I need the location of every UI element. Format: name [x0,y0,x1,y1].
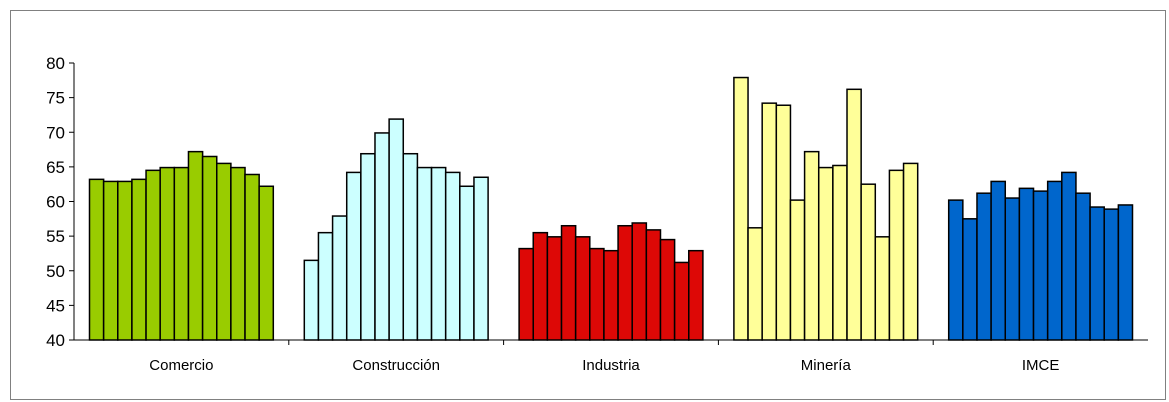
x-tick-label: IMCE [1022,357,1060,374]
bar [331,215,348,341]
bar [187,150,204,341]
bar [688,249,704,341]
bar [832,164,848,341]
x-tick-label: Comercio [149,357,213,374]
bar [173,166,190,341]
x-tick-label: Industria [582,357,640,374]
bar [416,166,433,341]
bar [374,132,390,341]
axes-layer [69,62,1148,345]
bar [532,231,549,341]
bar [803,150,820,341]
bar [388,118,405,341]
y-tick-label: 45 [46,296,65,315]
bar [775,104,792,341]
bar [976,192,992,341]
bar [645,229,662,341]
bar [216,162,232,341]
bar [617,224,633,341]
bar [317,231,334,341]
bar [1075,192,1091,341]
bar [761,102,778,341]
y-tick-label: 65 [46,158,65,177]
bar [201,155,218,341]
bar [230,166,246,341]
x-tick-label: Minería [801,357,852,374]
bar [574,236,591,341]
chart-frame: Comercio Construcción Industria Minería IMCE… [10,10,1166,400]
bar [1061,171,1077,341]
y-tick-label: 40 [46,331,65,350]
labels-layer: Comercio Construcción Industria Minería IMCE… [46,54,1059,374]
bar [444,171,461,341]
bar [131,178,147,341]
bar [345,171,362,341]
bar [244,173,260,341]
bar [518,247,534,341]
y-tick-label: 70 [46,123,65,142]
bar [817,166,834,341]
bar [102,180,119,341]
bar [258,185,275,341]
bar [659,238,676,341]
bar [459,185,475,341]
y-tick-label: 50 [46,262,65,281]
bar [947,199,964,341]
x-tick-label: Construcción [352,357,440,374]
bar [673,261,690,341]
bar [733,76,749,341]
bar [1004,197,1021,341]
y-tick-label: 75 [46,89,65,108]
bar [962,218,978,341]
bar [860,183,877,341]
bar [1046,180,1063,341]
bar [846,88,862,341]
bar [1103,208,1120,341]
bar [560,224,577,341]
bar [1032,190,1049,341]
bar [603,249,619,341]
bar [1117,204,1134,341]
bar [402,152,419,341]
bar [303,259,320,341]
bar [546,236,563,341]
y-tick-label: 80 [46,54,65,73]
bar [88,178,105,341]
bars-layer [88,76,1134,341]
bar [473,176,489,341]
bar [360,152,376,341]
bar [430,166,447,341]
y-tick-label: 60 [46,193,65,212]
bar [902,162,919,341]
bar [589,247,605,341]
bar [1089,206,1105,341]
bar [874,236,891,341]
bar [990,180,1007,341]
bar [145,169,161,341]
bar-chart: Comercio Construcción Industria Minería IMCE… [46,54,1148,374]
bar [789,199,806,341]
y-tick-label: 55 [46,227,65,246]
bar [117,180,133,341]
bar [747,227,763,341]
bar [1018,187,1035,341]
bar [631,222,648,341]
bar [888,169,905,341]
bar [159,166,176,341]
